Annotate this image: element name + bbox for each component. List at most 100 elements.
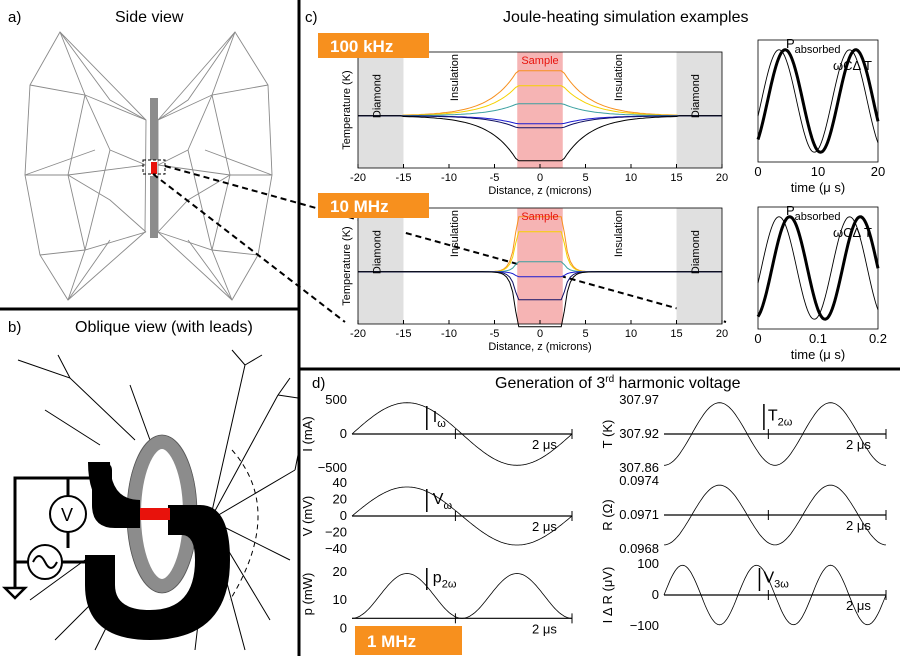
y-tick-label: 0.0971 — [619, 507, 659, 522]
y-tick-label: 307.97 — [619, 392, 659, 407]
waveform-curve — [351, 573, 573, 619]
temperature-curve — [358, 115, 722, 129]
y-tick-label: 100 — [637, 556, 659, 571]
panel-b-title: Oblique view (with leads) — [75, 319, 253, 336]
sample-region — [517, 208, 563, 324]
gasket-upper — [150, 98, 158, 160]
y-tick-label: 0 — [340, 426, 347, 441]
voltmeter-label: V — [61, 505, 73, 525]
x-axis-label: time (μ s) — [791, 347, 845, 362]
y-tick-label: 0 — [652, 587, 659, 602]
x-tick-label: -10 — [441, 328, 457, 340]
y-tick-label: 307.92 — [619, 426, 659, 441]
right-waveform-0: 2 μs 307.97 307.92 307.86 T (K) T2ω — [600, 392, 887, 475]
x-tick-label: -10 — [441, 172, 457, 184]
badge-1mhz-text: 1 MHz — [367, 632, 416, 651]
x-tick-label: -5 — [490, 172, 500, 184]
region-label-diamond: Diamond — [372, 74, 384, 118]
region-label-diamond: Diamond — [690, 74, 702, 118]
badge-1mhz — [355, 626, 462, 655]
x-tick-label: -15 — [396, 328, 412, 340]
x-tick-label: -20 — [350, 328, 366, 340]
sample-region — [517, 52, 563, 168]
absorbed-power-curve — [757, 216, 879, 320]
y-tick-label: −100 — [630, 618, 659, 633]
y-axis-label: Temperature (K) — [341, 70, 353, 149]
diamond-region-right — [676, 52, 722, 168]
amplitude-label: T2ω — [768, 407, 793, 428]
waveform-curve — [663, 402, 887, 466]
heat-capacity-label: ωCΔ T — [833, 225, 872, 240]
plot-frame — [757, 39, 879, 163]
x-axis-label: Distance, z (microns) — [488, 341, 591, 353]
x-axis-label: Distance, z (microns) — [488, 185, 591, 197]
voltmeter-symbol — [49, 495, 87, 533]
diamond-region-left — [358, 208, 404, 324]
x-tick-label: 15 — [670, 328, 682, 340]
period-label: 2 μs — [846, 598, 871, 613]
x-tick-label: 0.2 — [869, 331, 887, 346]
region-label-insulation: Insulation — [613, 210, 625, 257]
y-axis-label: R (Ω) — [600, 499, 615, 530]
period-label: 2 μs — [532, 519, 557, 534]
y-tick-label: 500 — [325, 392, 347, 407]
heat-capacity-label: ωCΔ T — [833, 58, 872, 73]
ground-icon — [1, 586, 29, 600]
panel-d-title: Generation of 3rd harmonic voltage — [495, 374, 741, 392]
right-waveform-1: 2 μs 0.0974 0.0971 0.0968 R (Ω) — [600, 473, 887, 556]
period-label: 2 μs — [532, 621, 557, 636]
y-tick-label: 20 — [333, 564, 347, 579]
region-label-sample: Sample — [521, 55, 558, 67]
y-tick-label: −40 — [325, 541, 347, 556]
lead-lower-body — [85, 505, 230, 640]
amplitude-label: Vω — [433, 491, 453, 512]
x-tick-label: -15 — [396, 172, 412, 184]
panel-b-label: b) — [8, 319, 21, 336]
zoom-line-lower — [152, 173, 346, 323]
y-axis-label: p (mW) — [300, 573, 315, 616]
x-tick-label: 10 — [625, 328, 637, 340]
anvil-wireframe — [24, 31, 273, 301]
y-axis-label: I Δ R (μV) — [600, 567, 615, 624]
panel-d-title-main: Generation of 3 — [495, 375, 605, 392]
frequency-badge — [318, 33, 429, 58]
region-label-diamond: Diamond — [372, 230, 384, 274]
x-tick-label: 5 — [582, 172, 588, 184]
y-tick-label: 10 — [333, 592, 347, 607]
right-waveform-2: 2 μs 100 0 −100 I Δ R (μV) V3ω — [600, 556, 887, 633]
panel-c-title: Joule-heating simulation examples — [503, 9, 748, 26]
temperature-curve — [358, 115, 722, 162]
x-tick-label: 0 — [754, 331, 761, 346]
region-label-sample: Sample — [521, 211, 558, 223]
heat-capacity-curve — [756, 48, 880, 154]
temperature-profile-plots: -20 -15 -10 -5 0 5 10 15 20 Distance, z (microns)… — [318, 33, 728, 353]
x-tick-label: 15 — [670, 172, 682, 184]
y-axis-label: Temperature (K) — [341, 226, 353, 305]
y-axis-label: T (K) — [600, 420, 615, 449]
waveform-curve — [663, 484, 887, 546]
y-axis-label: V (mV) — [300, 496, 315, 536]
x-tick-label: 10 — [811, 164, 825, 179]
y-tick-label: 0.0974 — [619, 473, 659, 488]
y-tick-label: −500 — [318, 460, 347, 475]
temperature-plot-1: -20 -15 -10 -5 0 5 10 15 20 Distance, z (microns)… — [318, 193, 728, 353]
period-label: 2 μs — [846, 437, 871, 452]
frequency-badge — [318, 193, 429, 218]
x-tick-label: -20 — [350, 172, 366, 184]
x-tick-label: 0 — [537, 328, 543, 340]
zoom-line-upper — [164, 165, 727, 323]
region-label-insulation: Insulation — [449, 54, 461, 101]
panel-c-label: c) — [305, 9, 318, 26]
lead-upper-body — [88, 462, 140, 520]
y-tick-label: 0 — [340, 508, 347, 523]
frequency-badge-text: 100 kHz — [330, 37, 393, 56]
x-tick-label: -5 — [490, 328, 500, 340]
panel-d-title-tail: harmonic voltage — [614, 375, 740, 392]
p-absorbed-label: Pabsorbed — [786, 203, 841, 223]
phase-plot-1: 0 0.1 0.2 time (μ s) Pabsorbed ωCΔ T — [754, 203, 887, 362]
amplitude-label: V3ω — [763, 570, 789, 591]
y-tick-label: 20 — [333, 492, 347, 507]
